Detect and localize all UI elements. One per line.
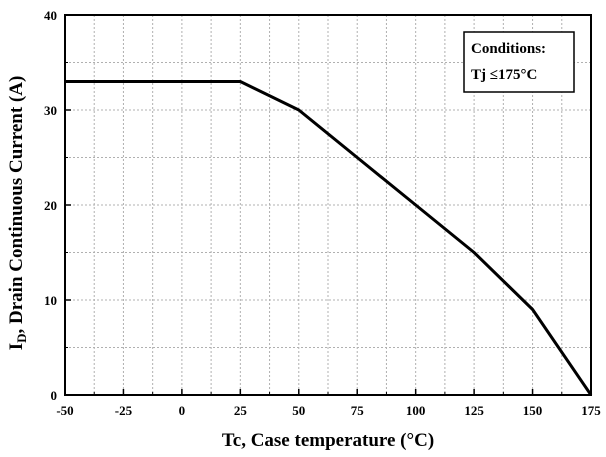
- x-tick-label: 175: [581, 403, 601, 418]
- conditions-title: Conditions:: [471, 41, 546, 57]
- y-axis-title-rest: , Drain Continuous Current (A): [6, 76, 27, 334]
- conditions-text: Tj ≤175°C: [471, 67, 537, 83]
- x-tick-label: -25: [115, 403, 133, 418]
- x-tick-label: 100: [406, 403, 426, 418]
- y-tick-label: 30: [44, 103, 57, 118]
- x-tick-label: 125: [464, 403, 484, 418]
- x-tick-label: 25: [234, 403, 248, 418]
- series-line-drain-current: [65, 80, 593, 396]
- x-tick-label: 50: [292, 403, 305, 418]
- x-tick-label: -50: [56, 403, 73, 418]
- y-axis-title-sub: D: [14, 333, 29, 342]
- conditions-annotation: Conditions: Tj ≤175°C: [463, 31, 575, 93]
- x-tick-label: 150: [523, 403, 543, 418]
- y-tick-labels: 0 10 20 30 40: [44, 8, 57, 403]
- conditions-box: [463, 31, 575, 93]
- x-tick-label: 75: [351, 403, 365, 418]
- x-tick-labels: -50 -25 0 25 50 75 100 125 150 175: [56, 403, 601, 418]
- y-tick-label: 40: [44, 8, 57, 23]
- y-tick-label: 10: [44, 293, 57, 308]
- y-axis-title: ID, Drain Continuous Current (A): [6, 76, 29, 351]
- y-tick-label: 0: [51, 388, 58, 403]
- grid-lines: [65, 15, 591, 395]
- x-axis-title: Tc, Case temperature (°C): [222, 430, 434, 451]
- y-tick-label: 20: [44, 198, 57, 213]
- y-axis-title-main: I: [6, 343, 27, 350]
- x-tick-label: 0: [179, 403, 186, 418]
